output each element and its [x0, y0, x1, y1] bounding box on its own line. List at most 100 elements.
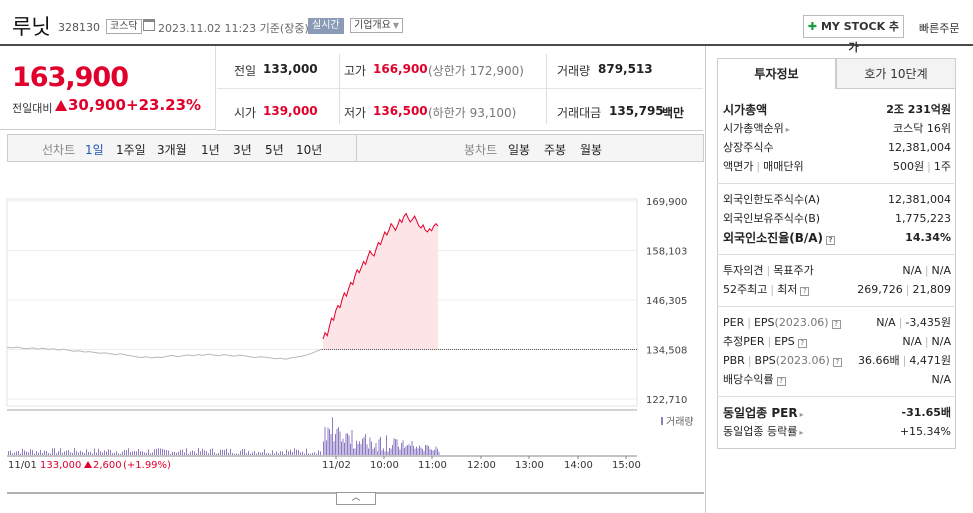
divider	[705, 46, 706, 513]
tab-order-book[interactable]: 호가 10단계	[836, 58, 956, 89]
volume-bar	[234, 453, 235, 455]
volume-bars	[8, 417, 440, 455]
period-1d[interactable]: 1일	[85, 143, 104, 157]
volume-bar	[428, 445, 429, 455]
est-per-value: N/A	[902, 335, 922, 348]
chevron-right-icon[interactable]: ▸	[799, 410, 804, 419]
help-icon[interactable]: ?	[797, 339, 807, 348]
sector-rate-value: +15.34%	[899, 425, 951, 438]
volume-bar	[160, 448, 161, 455]
chevron-right-icon[interactable]: ▸	[785, 125, 790, 134]
par-value: 500원	[893, 160, 925, 173]
volume-bar	[357, 444, 359, 455]
help-icon[interactable]: ?	[800, 287, 810, 296]
volume-bar	[353, 448, 354, 455]
candle-monthly[interactable]: 월봉	[580, 143, 603, 157]
help-icon[interactable]: ?	[776, 377, 786, 386]
volume-bar	[302, 451, 303, 455]
volume-bar	[375, 443, 377, 455]
prev-day-percent: (+1.99%)	[123, 460, 171, 471]
volume-bar	[8, 451, 9, 455]
volume-bar	[404, 447, 405, 455]
chevron-right-icon[interactable]: ▸	[799, 428, 804, 437]
volume-bar	[166, 450, 167, 455]
help-icon[interactable]: ?	[832, 358, 842, 367]
sector-per-label: 동일업종 PER	[723, 406, 798, 420]
volume-bar	[200, 451, 201, 455]
sector-rate-row: 동일업종 등락률 ▸ +15.34%	[723, 423, 951, 441]
volume-bar	[378, 439, 380, 455]
volume-bar	[88, 451, 89, 455]
period-5y[interactable]: 5년	[265, 143, 284, 157]
volume-bar	[250, 453, 251, 455]
upper-limit: (상한가 172,900)	[428, 64, 524, 78]
volume-bar	[64, 451, 65, 455]
volume-bar	[236, 453, 237, 455]
volume-bar	[212, 448, 213, 455]
volume-bar	[42, 453, 43, 455]
chevron-down-icon: ▼	[392, 21, 399, 30]
volume-bar	[46, 451, 47, 455]
company-info-dropdown[interactable]: 기업개요 ▼	[350, 18, 403, 33]
volume-bar	[399, 449, 401, 455]
tab-investment-info[interactable]: 투자정보	[717, 58, 836, 89]
period-1w[interactable]: 1주일	[116, 143, 146, 157]
volume-bar	[208, 453, 209, 455]
volume-bar	[256, 453, 257, 455]
volume-bar	[72, 452, 73, 455]
volume-bar	[384, 451, 386, 455]
change-amount: 30,900	[55, 96, 126, 114]
candle-daily[interactable]: 일봉	[508, 143, 531, 157]
volume-bar	[260, 452, 261, 455]
divider	[717, 254, 956, 255]
volume-bar	[330, 434, 332, 455]
volume-bar	[102, 452, 103, 455]
expand-chart-button[interactable]: ︿	[336, 492, 376, 505]
divider	[339, 54, 340, 124]
quick-order-button[interactable]: 빠른주문	[919, 22, 960, 35]
par-label: 액면가	[723, 160, 754, 173]
volume-bar	[398, 446, 399, 455]
volume-bar	[390, 448, 392, 455]
period-3m[interactable]: 3개월	[157, 143, 187, 157]
volume-bar	[32, 450, 33, 455]
volume-bar	[210, 449, 211, 455]
foreign-hold-value: 1,775,223	[895, 212, 951, 225]
volume-bar	[80, 450, 81, 455]
candle-weekly[interactable]: 주봉	[544, 143, 567, 157]
volume-bar	[356, 440, 357, 455]
volume-bar	[16, 451, 17, 455]
volume-bar	[184, 452, 185, 455]
est-per-row: 추정PER | EPS? N/A | N/A	[723, 335, 951, 348]
volume-bar	[220, 449, 221, 455]
volume-bar	[417, 448, 419, 455]
my-stock-add-button[interactable]: ✚ MY STOCK 추가	[803, 15, 904, 54]
volume-bar	[136, 451, 137, 455]
unit-value: 1주	[933, 160, 951, 173]
volume-bar	[360, 444, 362, 455]
company-info-label: 기업개요	[354, 20, 391, 31]
volume-bar	[232, 452, 233, 455]
volume-bar	[156, 448, 157, 455]
week52-row: 52주최고 | 최저? 269,726 | 21,809	[723, 283, 951, 296]
volume-bar	[206, 451, 207, 455]
divider	[546, 54, 547, 124]
opinion-row: 투자의견 | 목표주가 N/A | N/A	[723, 264, 951, 277]
period-3y[interactable]: 3년	[233, 143, 252, 157]
volume-bar	[344, 442, 345, 455]
realtime-button[interactable]: 실시간	[308, 18, 344, 34]
volume-bar	[202, 448, 203, 455]
period-10y[interactable]: 10년	[296, 143, 323, 157]
up-triangle-icon	[55, 100, 67, 111]
volume-bar	[154, 449, 155, 455]
help-icon[interactable]: ?	[831, 320, 841, 329]
volume-bar	[298, 450, 299, 455]
divider	[217, 88, 703, 89]
volume-bar	[408, 444, 410, 455]
help-icon[interactable]: ?	[826, 236, 836, 245]
volume-bar	[327, 427, 329, 455]
period-1y[interactable]: 1년	[201, 143, 220, 157]
divider	[217, 130, 703, 131]
y-tick-label: 122,710	[646, 395, 687, 406]
